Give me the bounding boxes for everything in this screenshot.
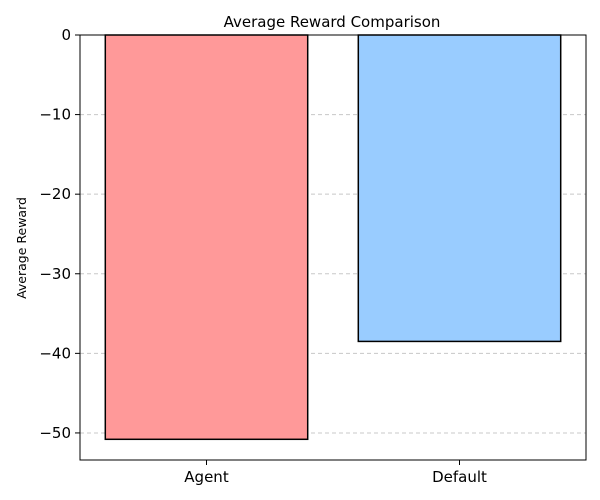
y-tick-label: −20: [39, 185, 71, 203]
y-axis-label: Average Reward: [14, 197, 29, 299]
y-tick-label: −30: [39, 265, 71, 283]
axes: 0 −10 −20 −30 −40 −50 Agent Default: [39, 26, 587, 486]
bars: [104, 34, 562, 441]
x-tick-label: Default: [432, 468, 487, 486]
y-tick-label: −50: [39, 424, 71, 442]
x-tick-label: Agent: [184, 468, 229, 486]
bar-default: [357, 34, 562, 343]
chart-title: Average Reward Comparison: [224, 13, 441, 31]
y-tick-label: 0: [61, 26, 71, 44]
bar-agent: [104, 34, 309, 441]
y-tick-label: −10: [39, 106, 71, 124]
plot-frame: [79, 34, 587, 461]
y-tick-label: −40: [39, 344, 71, 362]
